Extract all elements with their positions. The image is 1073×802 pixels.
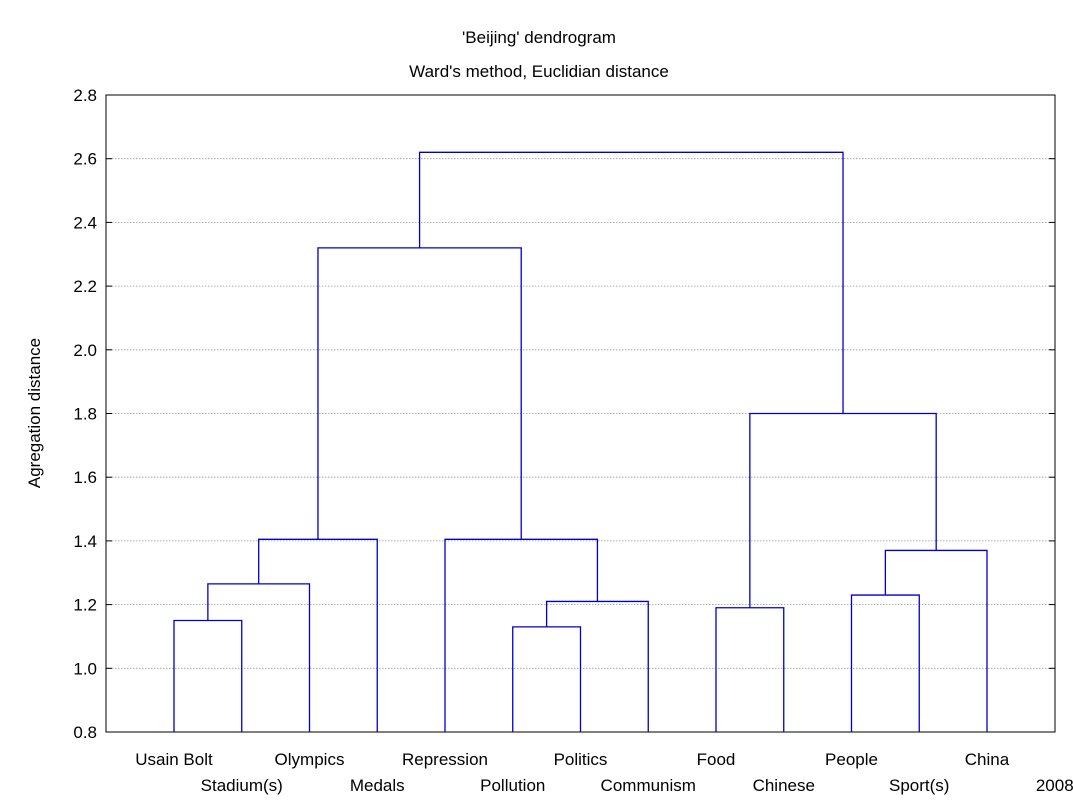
leaf-label: Politics bbox=[554, 750, 608, 769]
leaf-label: Medals bbox=[350, 776, 405, 795]
y-tick-label: 1.6 bbox=[73, 468, 97, 487]
leaf-label: Communism bbox=[601, 776, 696, 795]
leaf-label: Food bbox=[697, 750, 736, 769]
dendrogram-link bbox=[173, 619, 243, 732]
dendrogram-link bbox=[512, 626, 582, 732]
leaf-label: Sport(s) bbox=[889, 776, 949, 795]
dendrogram-link bbox=[715, 607, 785, 732]
dendrogram-link bbox=[850, 594, 920, 732]
dendrogram-link bbox=[444, 538, 599, 732]
leaf-labels: Usain Bolt Stadium(s) Olympics Medals Repres… bbox=[135, 750, 1073, 795]
dendrogram-links bbox=[173, 151, 988, 732]
leaf-label: China bbox=[965, 750, 1010, 769]
leaf-label: People bbox=[825, 750, 878, 769]
y-tick-label: 2.2 bbox=[73, 277, 97, 296]
y-tick-label: 1.4 bbox=[73, 532, 97, 551]
y-tick-label: 2.0 bbox=[73, 341, 97, 360]
leaf-label: Pollution bbox=[480, 776, 545, 795]
chart-title: 'Beijing' dendrogram bbox=[462, 28, 616, 47]
dendrogram-link bbox=[545, 600, 649, 732]
leaf-label: Repression bbox=[402, 750, 488, 769]
y-tick-label: 2.4 bbox=[73, 213, 97, 232]
dendrogram-link bbox=[258, 538, 378, 732]
dendrogram-link bbox=[418, 151, 844, 414]
leaf-label: Stadium(s) bbox=[201, 776, 283, 795]
y-axis: 0.8 1.0 1.2 1.4 1.6 1.8 2.0 2.2 2.4 2.6 2.8 bbox=[73, 86, 1055, 742]
leaf-label: Olympics bbox=[275, 750, 345, 769]
dendrogram-link bbox=[207, 583, 311, 732]
dendrogram-link bbox=[884, 549, 988, 732]
y-axis-label: Agregation distance bbox=[25, 338, 44, 488]
chart-subtitle: Ward's method, Euclidian distance bbox=[409, 62, 669, 81]
y-tick-label: 1.2 bbox=[73, 596, 97, 615]
leaf-label: Chinese bbox=[753, 776, 815, 795]
dendrogram-link bbox=[749, 412, 937, 608]
y-tick-label: 1.8 bbox=[73, 405, 97, 424]
y-tick-label: 0.8 bbox=[73, 723, 97, 742]
y-tick-label: 2.6 bbox=[73, 150, 97, 169]
dendrogram-link bbox=[317, 247, 522, 540]
leaf-label: Usain Bolt bbox=[135, 750, 213, 769]
leaf-label: 2008 bbox=[1036, 776, 1073, 795]
y-tick-label: 2.8 bbox=[73, 86, 97, 105]
y-tick-label: 1.0 bbox=[73, 659, 97, 678]
